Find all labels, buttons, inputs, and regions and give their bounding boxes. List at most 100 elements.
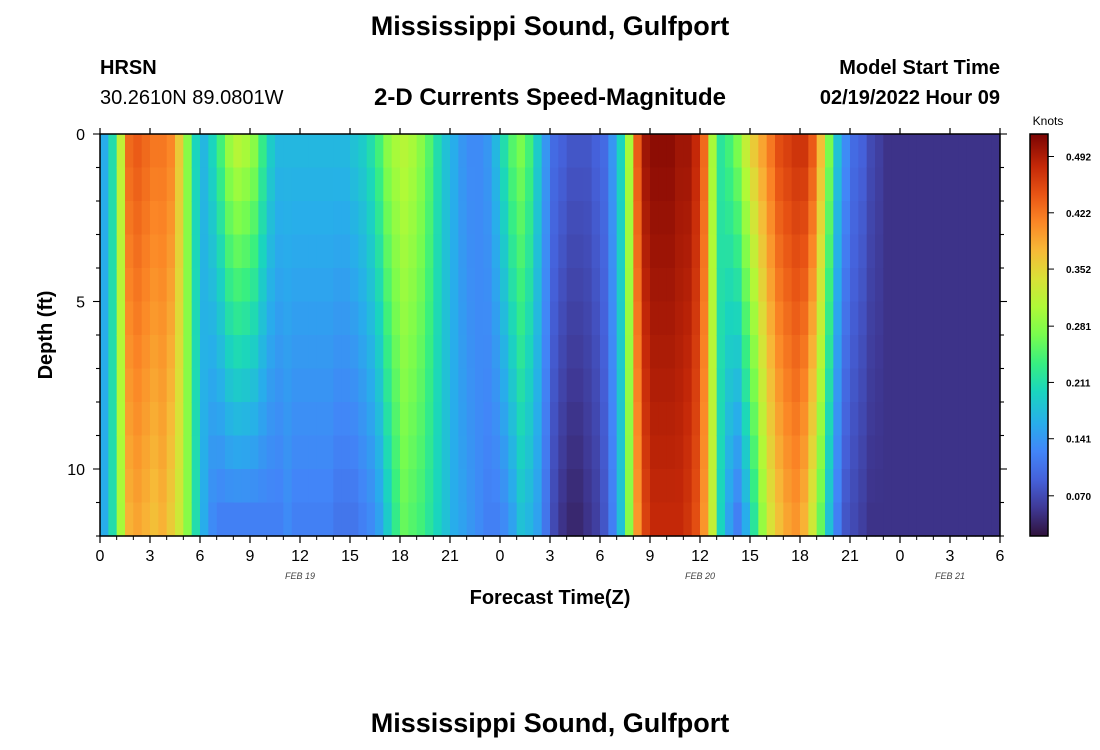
heatmap-cell bbox=[308, 301, 318, 336]
heatmap-cell bbox=[500, 134, 509, 169]
heatmap-cell bbox=[600, 234, 609, 269]
heatmap-cell bbox=[250, 502, 259, 537]
heatmap-cell bbox=[925, 234, 934, 269]
heatmap-cell bbox=[108, 502, 118, 537]
heatmap-cell bbox=[191, 402, 201, 437]
heatmap-cell bbox=[300, 335, 309, 370]
heatmap-cell bbox=[675, 268, 684, 303]
heatmap-cell bbox=[158, 435, 168, 470]
heatmap-cell bbox=[558, 167, 568, 202]
heatmap-cell bbox=[266, 469, 276, 504]
heatmap-cell bbox=[458, 268, 468, 303]
heatmap-cell bbox=[850, 301, 859, 336]
heatmap-cell bbox=[858, 469, 868, 504]
heatmap-cell bbox=[250, 335, 259, 370]
heatmap-cell bbox=[908, 502, 918, 537]
heatmap-cell bbox=[208, 435, 218, 470]
heatmap-cell bbox=[675, 402, 684, 437]
heatmap-cell bbox=[750, 234, 759, 269]
heatmap-cell bbox=[766, 402, 776, 437]
heatmap-cell bbox=[791, 469, 801, 504]
heatmap-cell bbox=[125, 335, 134, 370]
heatmap-cell bbox=[775, 469, 784, 504]
heatmap-cell bbox=[375, 301, 384, 336]
x-tick-label: 18 bbox=[391, 548, 409, 565]
heatmap-cell bbox=[683, 402, 693, 437]
heatmap-cell bbox=[933, 402, 943, 437]
x-tick-label: 15 bbox=[341, 548, 359, 565]
heatmap-cell bbox=[758, 268, 768, 303]
heatmap-cell bbox=[616, 201, 626, 236]
heatmap-cell bbox=[575, 201, 584, 236]
heatmap-cell bbox=[233, 134, 243, 169]
heatmap-cell bbox=[916, 134, 926, 169]
heatmap-cell bbox=[925, 368, 934, 403]
heatmap-cell bbox=[775, 201, 784, 236]
heatmap-cell bbox=[166, 201, 176, 236]
heatmap-cell bbox=[450, 402, 459, 437]
heatmap-cell bbox=[716, 335, 726, 370]
x-tick-label: 15 bbox=[741, 548, 759, 565]
heatmap-cell bbox=[308, 335, 318, 370]
heatmap-cell bbox=[275, 502, 284, 537]
heatmap-cell bbox=[650, 435, 659, 470]
heatmap-cell bbox=[758, 301, 768, 336]
heatmap-cell bbox=[650, 268, 659, 303]
heatmap-cell bbox=[566, 502, 576, 537]
heatmap-cell bbox=[258, 502, 268, 537]
heatmap-cell bbox=[433, 502, 443, 537]
heatmap-cell bbox=[783, 335, 793, 370]
heatmap-cell bbox=[691, 301, 701, 336]
heatmap-cell bbox=[216, 167, 226, 202]
heatmap-cell bbox=[208, 167, 218, 202]
heatmap-cell bbox=[666, 167, 676, 202]
heatmap-cell bbox=[500, 402, 509, 437]
heatmap-cell bbox=[141, 301, 151, 336]
heatmap-cell bbox=[808, 134, 818, 169]
heatmap-cell bbox=[708, 201, 718, 236]
heatmap-cell bbox=[675, 435, 684, 470]
heatmap-cell bbox=[141, 134, 151, 169]
heatmap-cell bbox=[725, 167, 734, 202]
heatmap-cell bbox=[675, 301, 684, 336]
heatmap-cell bbox=[216, 268, 226, 303]
heatmap-cell bbox=[250, 201, 259, 236]
heatmap-cell bbox=[933, 134, 943, 169]
heatmap-cell bbox=[775, 134, 784, 169]
heatmap-cell bbox=[591, 301, 601, 336]
heatmap-cell bbox=[741, 335, 751, 370]
x-tick-label: 9 bbox=[246, 548, 255, 565]
heatmap-cell bbox=[425, 502, 434, 537]
heatmap-cell bbox=[766, 335, 776, 370]
heatmap-cell bbox=[375, 268, 384, 303]
heatmap-cell bbox=[516, 234, 526, 269]
heatmap-cell bbox=[300, 167, 309, 202]
heatmap-cell bbox=[941, 435, 951, 470]
heatmap-cell bbox=[616, 502, 626, 537]
heatmap-cell bbox=[908, 435, 918, 470]
heatmap-cell bbox=[700, 435, 709, 470]
heatmap-cell bbox=[891, 234, 901, 269]
heatmap-cell bbox=[875, 368, 884, 403]
heatmap-cell bbox=[400, 335, 409, 370]
heatmap-cell bbox=[408, 502, 418, 537]
heatmap-cell bbox=[491, 234, 501, 269]
heatmap-cell bbox=[858, 435, 868, 470]
heatmap-cell bbox=[191, 134, 201, 169]
heatmap-cell bbox=[658, 268, 668, 303]
heatmap-cell bbox=[900, 502, 909, 537]
heatmap-cell bbox=[908, 469, 918, 504]
heatmap-cell bbox=[950, 435, 959, 470]
heatmap-cell bbox=[858, 368, 868, 403]
heatmap-cell bbox=[450, 167, 459, 202]
y-tick-label: 10 bbox=[67, 462, 85, 479]
heatmap-cell bbox=[766, 134, 776, 169]
heatmap-cell bbox=[550, 134, 559, 169]
heatmap-cell bbox=[508, 335, 518, 370]
heatmap-cell bbox=[158, 301, 168, 336]
heatmap-cell bbox=[508, 268, 518, 303]
heatmap-cell bbox=[366, 201, 376, 236]
heatmap-cell bbox=[425, 335, 434, 370]
heatmap-cell bbox=[708, 402, 718, 437]
